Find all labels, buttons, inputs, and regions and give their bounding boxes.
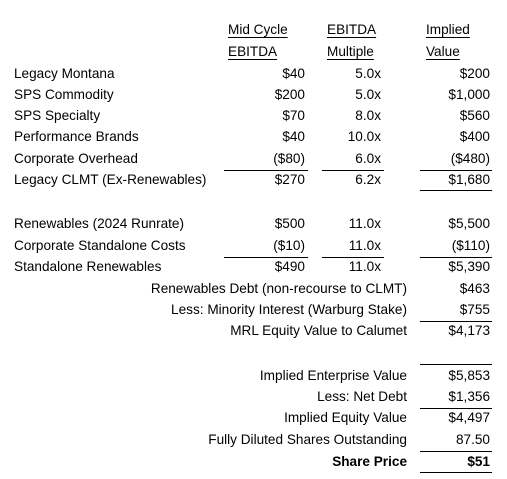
divider-line	[420, 451, 492, 452]
header-ebitda-1: EBITDA	[228, 44, 278, 59]
divider-line	[224, 257, 308, 258]
mrl-value: $463	[459, 281, 490, 296]
mrl-value: $755	[459, 302, 490, 317]
header-implied: Implied	[426, 22, 470, 37]
row-multiple: 11.0x	[348, 216, 381, 231]
legacy-total-ebitda: $270	[274, 172, 305, 187]
header-value: Value	[426, 44, 460, 59]
row-ebitda: $40	[282, 129, 305, 144]
summary-label: Implied Enterprise Value	[259, 368, 407, 383]
row-multiple: 10.0x	[347, 129, 381, 144]
divider-line	[420, 170, 492, 171]
row-value: $560	[459, 108, 490, 123]
divider-line	[420, 190, 492, 191]
summary-value: $5,853	[448, 368, 490, 383]
header-mid-cycle: Mid Cycle	[228, 22, 288, 37]
row-label: Corporate Overhead	[14, 151, 138, 166]
row-ebitda: ($80)	[273, 151, 305, 166]
standalone-multiple: 11.0x	[348, 259, 381, 274]
row-multiple: 5.0x	[355, 66, 381, 81]
standalone-value: $5,390	[448, 259, 490, 274]
row-value: $200	[459, 66, 490, 81]
row-ebitda: $40	[282, 66, 305, 81]
row-label: SPS Commodity	[14, 87, 114, 102]
row-value: ($110)	[451, 238, 490, 253]
legacy-total-value: $1,680	[448, 172, 490, 187]
row-ebitda: $200	[274, 87, 305, 102]
row-label: SPS Specialty	[14, 108, 101, 123]
divider-line	[420, 257, 492, 258]
row-ebitda: $70	[282, 108, 305, 123]
divider-line	[224, 170, 308, 171]
divider-line	[420, 472, 492, 473]
row-multiple: 8.0x	[355, 108, 381, 123]
summary-value: $1,356	[448, 389, 490, 404]
summary-value: $4,497	[448, 410, 490, 425]
row-value: $5,500	[448, 216, 490, 231]
row-value: ($480)	[450, 151, 490, 166]
legacy-total-label: Legacy CLMT (Ex-Renewables)	[14, 172, 207, 187]
mrl-value: $4,173	[448, 323, 490, 338]
row-label: Performance Brands	[14, 129, 139, 144]
standalone-label: Standalone Renewables	[14, 259, 162, 274]
mrl-label: MRL Equity Value to Calumet	[230, 323, 407, 338]
row-ebitda: $500	[274, 216, 305, 231]
divider-line	[420, 408, 492, 409]
row-multiple: 6.0x	[355, 151, 381, 166]
mrl-label: Less: Minority Interest (Warburg Stake)	[171, 302, 407, 317]
divider-line	[420, 321, 492, 322]
share-price-label: Share Price	[332, 454, 407, 469]
divider-line	[322, 257, 384, 258]
header-ebitda-2: EBITDA	[327, 22, 377, 37]
divider-line	[322, 170, 384, 171]
row-multiple: 5.0x	[355, 87, 381, 102]
header-multiple: Multiple	[327, 44, 374, 59]
row-label: Legacy Montana	[14, 66, 115, 81]
row-label: Renewables (2024 Runrate)	[14, 216, 185, 231]
row-multiple: 11.0x	[348, 238, 381, 253]
row-value: $400	[459, 129, 490, 144]
summary-label: Less: Net Debt	[317, 389, 407, 404]
mrl-label: Renewables Debt (non-recourse to CLMT)	[150, 281, 407, 296]
row-ebitda: ($10)	[273, 238, 305, 253]
summary-label: Implied Equity Value	[284, 410, 407, 425]
divider-line	[420, 364, 492, 365]
summary-label: Fully Diluted Shares Outstanding	[208, 432, 407, 447]
row-value: $1,000	[448, 87, 490, 102]
share-price-value: $51	[467, 454, 490, 469]
standalone-ebitda: $490	[274, 259, 305, 274]
legacy-total-multiple: 6.2x	[355, 172, 381, 187]
summary-value: 87.50	[455, 432, 490, 447]
row-label: Corporate Standalone Costs	[14, 238, 186, 253]
